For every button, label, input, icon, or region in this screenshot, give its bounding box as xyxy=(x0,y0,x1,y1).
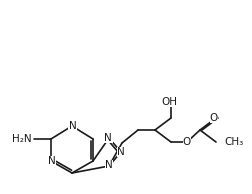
Text: N: N xyxy=(47,156,55,166)
Text: N: N xyxy=(104,133,111,143)
Text: N: N xyxy=(105,133,112,143)
Text: N: N xyxy=(117,147,124,157)
Text: OH: OH xyxy=(160,97,176,107)
Text: N: N xyxy=(68,121,76,131)
Text: N: N xyxy=(69,121,77,131)
Text: N: N xyxy=(48,156,56,166)
Text: N: N xyxy=(117,147,124,157)
Text: O: O xyxy=(209,113,217,123)
Text: CH₃: CH₃ xyxy=(223,137,242,147)
Text: N: N xyxy=(105,160,112,170)
Text: H₂N: H₂N xyxy=(12,134,32,144)
Text: O: O xyxy=(182,137,190,147)
Text: N: N xyxy=(117,147,124,157)
